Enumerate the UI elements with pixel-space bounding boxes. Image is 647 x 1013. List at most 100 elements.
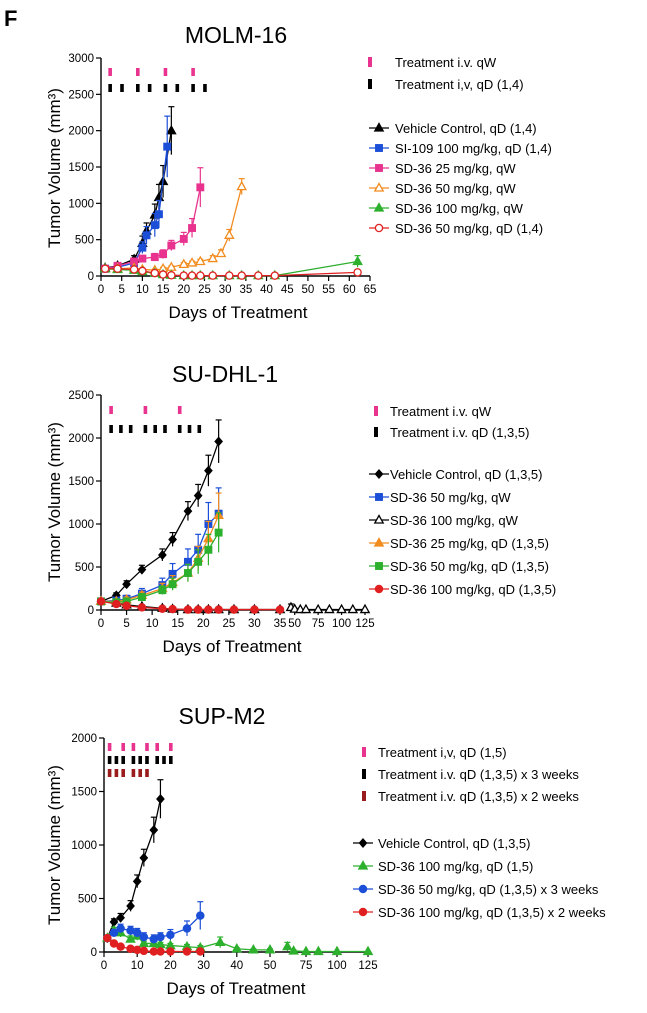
series xyxy=(100,264,362,280)
data-point xyxy=(139,946,149,956)
data-point xyxy=(359,603,371,614)
legend-marker xyxy=(358,884,368,894)
treatment-legend-swatch xyxy=(362,769,366,779)
data-point xyxy=(362,945,374,956)
treatment-legend-swatch xyxy=(362,791,366,801)
chart-molm16: MOLM-16 Tumor Volume (mm³) Days of Treat… xyxy=(45,22,552,322)
x-tick-label: 20 xyxy=(197,618,210,630)
x-tick-label: 0 xyxy=(98,284,104,296)
treatment-mark xyxy=(169,743,173,751)
data-point xyxy=(122,601,131,610)
treatment-mark xyxy=(162,756,166,764)
data-point xyxy=(282,940,293,951)
treatment-mark xyxy=(155,743,159,751)
data-point xyxy=(324,603,335,614)
x-tick-label: 0 xyxy=(101,960,107,972)
data-point xyxy=(113,264,122,273)
y-tick-label: 500 xyxy=(75,562,94,574)
data-point xyxy=(168,604,177,614)
treatment-mark xyxy=(187,425,192,433)
treatment-mark xyxy=(121,769,125,777)
treatment-mark xyxy=(108,84,112,92)
x-tick-label: 40 xyxy=(260,284,273,296)
treatment-mark xyxy=(131,743,136,751)
x-tick-label: 75 xyxy=(300,960,313,972)
data-point xyxy=(149,825,159,836)
data-point xyxy=(158,604,167,613)
treatment-mark xyxy=(107,743,112,751)
data-point xyxy=(215,247,227,258)
x-tick-label: 50 xyxy=(302,284,315,296)
series xyxy=(102,779,165,944)
data-point xyxy=(166,930,175,940)
data-point xyxy=(208,271,217,280)
treatment-mark xyxy=(155,756,159,764)
treatment-legend-swatch xyxy=(374,427,378,437)
data-point xyxy=(312,603,324,614)
treatment-mark xyxy=(109,406,113,414)
x-tick-label: 30 xyxy=(219,284,232,296)
data-point xyxy=(248,944,259,954)
treatment-mark xyxy=(107,769,112,777)
data-point xyxy=(250,605,259,614)
data-point xyxy=(182,924,192,933)
legend-label: SD-36 50 mg/kg, qW xyxy=(395,181,516,196)
data-point xyxy=(163,142,172,151)
data-point xyxy=(137,564,147,575)
data-point xyxy=(186,257,198,267)
data-point xyxy=(196,183,205,192)
series-line xyxy=(106,798,162,939)
treatment-mark xyxy=(121,756,125,764)
x-tick-label: 30 xyxy=(248,618,261,630)
treatment-legend-label: Treatment i.v. qD (1,3,5) xyxy=(390,425,529,440)
data-point xyxy=(353,268,362,277)
legend-marker xyxy=(373,122,385,132)
data-point xyxy=(214,605,223,614)
series-line xyxy=(287,946,368,953)
data-point xyxy=(336,603,347,614)
data-point xyxy=(270,271,280,280)
y-tick-label: 2000 xyxy=(68,433,94,445)
treatment-mark xyxy=(138,769,142,777)
data-point xyxy=(214,528,223,537)
data-point xyxy=(167,271,176,280)
y-axis-label: Tumor Volume (mm³) xyxy=(45,422,64,582)
y-tick-label: 1000 xyxy=(68,519,94,531)
y-tick-label: 0 xyxy=(88,605,94,617)
legend-label: SD-36 100 mg/kg, qD (1,3,5) xyxy=(390,582,556,597)
data-point xyxy=(275,605,285,614)
x-tick-label: 25 xyxy=(198,284,211,296)
data-point xyxy=(126,901,135,911)
data-point xyxy=(178,258,190,269)
data-point xyxy=(182,947,192,956)
legend-label: SD-36 100 mg/kg, qD (1,5) xyxy=(378,859,533,874)
x-tick-label: 20 xyxy=(177,284,190,296)
x-tick-label: 40 xyxy=(230,960,243,972)
chart-title: MOLM-16 xyxy=(185,22,287,48)
treatment-mark xyxy=(109,425,113,433)
data-point xyxy=(116,924,125,933)
series xyxy=(102,924,374,956)
data-point xyxy=(300,603,312,614)
data-point xyxy=(195,255,206,266)
treatment-mark xyxy=(145,743,149,751)
data-point xyxy=(264,944,276,954)
treatment-legend-swatch xyxy=(362,747,366,757)
legend-label: Vehicle Control, qD (1,3,5) xyxy=(378,836,530,851)
data-point xyxy=(193,605,203,614)
data-point xyxy=(138,937,150,948)
data-point xyxy=(142,231,151,240)
treatment-legend-swatch xyxy=(368,79,372,89)
data-point xyxy=(168,534,177,545)
data-point xyxy=(156,794,165,804)
data-point xyxy=(300,945,312,956)
treatment-legend-label: Treatment i.v. qD (1,3,5) x 2 weeks xyxy=(378,789,579,804)
x-tick-label: 10 xyxy=(136,284,149,296)
data-point xyxy=(166,947,175,956)
data-point xyxy=(132,945,142,955)
treatment-mark xyxy=(163,84,168,92)
treatment-mark xyxy=(143,406,148,414)
legend-label: SD-36 50 mg/kg, qD (1,4) xyxy=(395,221,543,236)
y-axis-label: Tumor Volume (mm³) xyxy=(45,765,64,925)
